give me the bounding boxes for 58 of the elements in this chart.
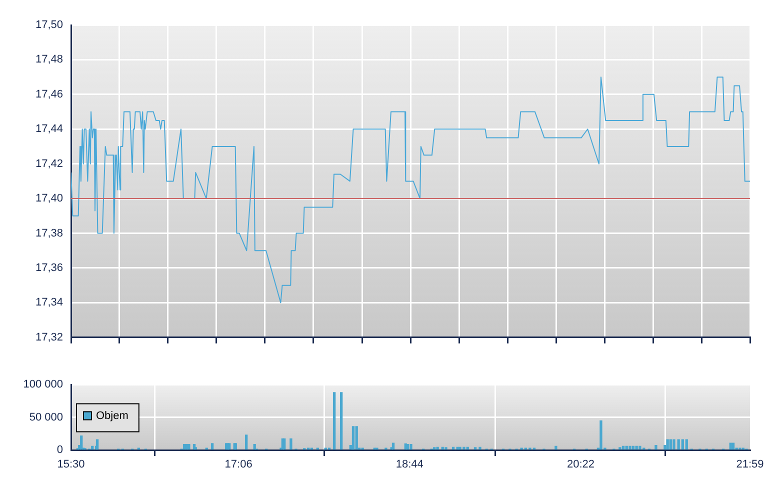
bar	[355, 426, 358, 450]
bar	[554, 446, 558, 450]
x-tick-label: 20:22	[566, 458, 595, 471]
bar	[622, 446, 625, 450]
x-tick-label: 17:06	[224, 458, 252, 471]
y-tick-label: 100 000	[23, 378, 63, 391]
bar	[244, 434, 248, 450]
bar	[392, 442, 395, 450]
bar	[681, 439, 684, 450]
y-tick-label: 50 000	[29, 411, 63, 424]
y-tick-label: 17,36	[35, 262, 63, 274]
bar	[632, 446, 635, 450]
bar	[332, 392, 336, 450]
y-tick-label: 17,42	[35, 158, 63, 170]
x-tick-label: 21:59	[736, 458, 764, 471]
y-tick-label: 17,34	[35, 296, 63, 309]
bar	[628, 446, 632, 450]
x-tick-label: 18:44	[396, 458, 424, 471]
bar	[462, 446, 466, 450]
y-tick-label: 17,38	[35, 227, 63, 240]
bar	[654, 444, 658, 450]
bar	[685, 439, 688, 450]
bar	[666, 439, 669, 450]
bar	[188, 444, 190, 450]
bar	[340, 392, 343, 450]
bar	[80, 436, 83, 450]
bar	[635, 446, 638, 450]
bar	[182, 444, 186, 450]
bar	[290, 438, 292, 450]
bar	[352, 426, 355, 450]
y-tick-label: 0	[56, 444, 63, 456]
y-tick-label: 17,46	[35, 88, 63, 100]
x-tick-label: 15:30	[57, 458, 85, 471]
bar	[253, 444, 256, 450]
bar	[618, 447, 622, 450]
bar	[194, 447, 197, 450]
bar	[474, 447, 477, 450]
bar	[433, 447, 436, 450]
bar	[210, 443, 214, 450]
bar	[478, 446, 482, 450]
bar	[729, 442, 732, 450]
bar	[600, 420, 602, 450]
bar	[732, 442, 735, 450]
bar	[669, 439, 672, 450]
bar	[436, 446, 439, 450]
bar	[444, 447, 448, 450]
y-tick-label: 17,48	[35, 54, 63, 66]
y-tick-label: 17,50	[35, 19, 63, 32]
legend-label: Objem	[96, 410, 128, 422]
y-tick-label: 17,44	[35, 123, 63, 136]
bar	[625, 446, 628, 450]
bar	[458, 446, 462, 450]
bar	[410, 444, 412, 450]
bar	[638, 446, 642, 450]
bar	[96, 439, 99, 450]
y-tick-label: 17,32	[35, 331, 63, 344]
y-tick-label: 17,40	[35, 192, 63, 205]
bar	[91, 446, 94, 450]
